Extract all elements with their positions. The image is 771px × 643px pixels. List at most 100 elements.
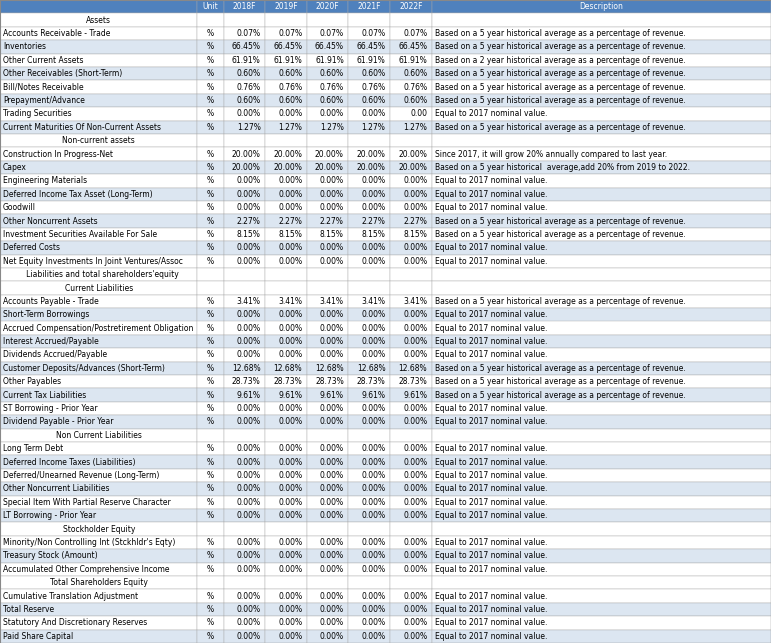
- Text: Prepayment/Advance: Prepayment/Advance: [3, 96, 85, 105]
- Bar: [348, 120, 390, 134]
- Bar: [197, 549, 224, 563]
- Bar: [348, 27, 390, 40]
- Bar: [348, 455, 390, 469]
- Bar: [307, 415, 348, 429]
- Bar: [224, 522, 265, 536]
- Bar: [197, 322, 224, 335]
- Bar: [265, 402, 307, 415]
- Text: 0.00%: 0.00%: [320, 176, 344, 185]
- Bar: [432, 174, 771, 188]
- Bar: [390, 415, 432, 429]
- Bar: [390, 53, 432, 67]
- Text: 61.91%: 61.91%: [315, 56, 344, 65]
- Text: 0.76%: 0.76%: [362, 82, 386, 91]
- Text: %: %: [207, 337, 214, 346]
- Bar: [432, 522, 771, 536]
- Bar: [390, 549, 432, 563]
- Bar: [307, 455, 348, 469]
- Text: 0.00%: 0.00%: [320, 190, 344, 199]
- Bar: [265, 255, 307, 268]
- Text: 28.73%: 28.73%: [274, 377, 302, 386]
- Bar: [265, 14, 307, 27]
- Text: %: %: [207, 364, 214, 373]
- Bar: [197, 27, 224, 40]
- Text: 12.68%: 12.68%: [232, 364, 261, 373]
- Bar: [348, 188, 390, 201]
- Bar: [432, 563, 771, 576]
- Bar: [0, 268, 197, 282]
- Bar: [348, 94, 390, 107]
- Bar: [432, 94, 771, 107]
- Text: 0.00%: 0.00%: [237, 458, 261, 467]
- Text: %: %: [207, 377, 214, 386]
- Text: 0.00%: 0.00%: [278, 592, 302, 601]
- Text: Inventories: Inventories: [3, 42, 46, 51]
- Text: 0.00%: 0.00%: [362, 605, 386, 614]
- Bar: [390, 455, 432, 469]
- Bar: [307, 255, 348, 268]
- Text: %: %: [207, 311, 214, 320]
- Text: 61.91%: 61.91%: [232, 56, 261, 65]
- Text: 2.27%: 2.27%: [362, 217, 386, 226]
- Bar: [265, 616, 307, 629]
- Text: 0.00%: 0.00%: [320, 619, 344, 628]
- Text: ST Borrowing - Prior Year: ST Borrowing - Prior Year: [3, 404, 98, 413]
- Bar: [432, 482, 771, 496]
- Text: 0.00%: 0.00%: [362, 444, 386, 453]
- Text: 0.00%: 0.00%: [237, 176, 261, 185]
- Text: 3.41%: 3.41%: [320, 297, 344, 306]
- Text: 0.00%: 0.00%: [362, 257, 386, 266]
- Bar: [0, 134, 197, 147]
- Text: 0.00%: 0.00%: [403, 471, 427, 480]
- Bar: [307, 549, 348, 563]
- Bar: [307, 94, 348, 107]
- Bar: [348, 308, 390, 322]
- Text: 0.00%: 0.00%: [362, 337, 386, 346]
- Text: %: %: [207, 163, 214, 172]
- Bar: [197, 107, 224, 121]
- Bar: [197, 67, 224, 80]
- Bar: [0, 629, 197, 643]
- Text: Liabilities and total shareholders'equity: Liabilities and total shareholders'equit…: [19, 270, 179, 279]
- Text: %: %: [207, 458, 214, 467]
- Bar: [307, 188, 348, 201]
- Bar: [224, 120, 265, 134]
- Text: 8.15%: 8.15%: [362, 230, 386, 239]
- Bar: [224, 40, 265, 53]
- Text: Based on a 5 year historical average as a percentage of revenue.: Based on a 5 year historical average as …: [435, 96, 685, 105]
- Text: Special Item With Partial Reserve Character: Special Item With Partial Reserve Charac…: [3, 498, 171, 507]
- Bar: [265, 308, 307, 322]
- Bar: [265, 134, 307, 147]
- Bar: [224, 442, 265, 455]
- Text: 0.00%: 0.00%: [403, 337, 427, 346]
- Text: Bill/Notes Receivable: Bill/Notes Receivable: [3, 82, 84, 91]
- Text: 0.00%: 0.00%: [362, 417, 386, 426]
- Bar: [348, 563, 390, 576]
- Bar: [307, 40, 348, 53]
- Text: 12.68%: 12.68%: [399, 364, 427, 373]
- Bar: [307, 482, 348, 496]
- Bar: [224, 214, 265, 228]
- Text: 12.68%: 12.68%: [357, 364, 386, 373]
- Bar: [390, 0, 432, 14]
- Text: 0.00%: 0.00%: [237, 632, 261, 641]
- Text: 2020F: 2020F: [316, 2, 339, 11]
- Text: 0.00%: 0.00%: [320, 350, 344, 359]
- Bar: [197, 120, 224, 134]
- Bar: [390, 536, 432, 549]
- Bar: [224, 14, 265, 27]
- Bar: [348, 0, 390, 14]
- Text: Equal to 2017 nominal value.: Equal to 2017 nominal value.: [435, 417, 547, 426]
- Bar: [265, 53, 307, 67]
- Bar: [432, 40, 771, 53]
- Text: 20.00%: 20.00%: [399, 150, 427, 159]
- Bar: [197, 629, 224, 643]
- Bar: [224, 94, 265, 107]
- Bar: [197, 361, 224, 375]
- Bar: [307, 402, 348, 415]
- Bar: [197, 294, 224, 308]
- Text: Dividend Payable - Prior Year: Dividend Payable - Prior Year: [3, 417, 113, 426]
- Bar: [307, 294, 348, 308]
- Text: Equal to 2017 nominal value.: Equal to 2017 nominal value.: [435, 592, 547, 601]
- Text: 20.00%: 20.00%: [274, 150, 302, 159]
